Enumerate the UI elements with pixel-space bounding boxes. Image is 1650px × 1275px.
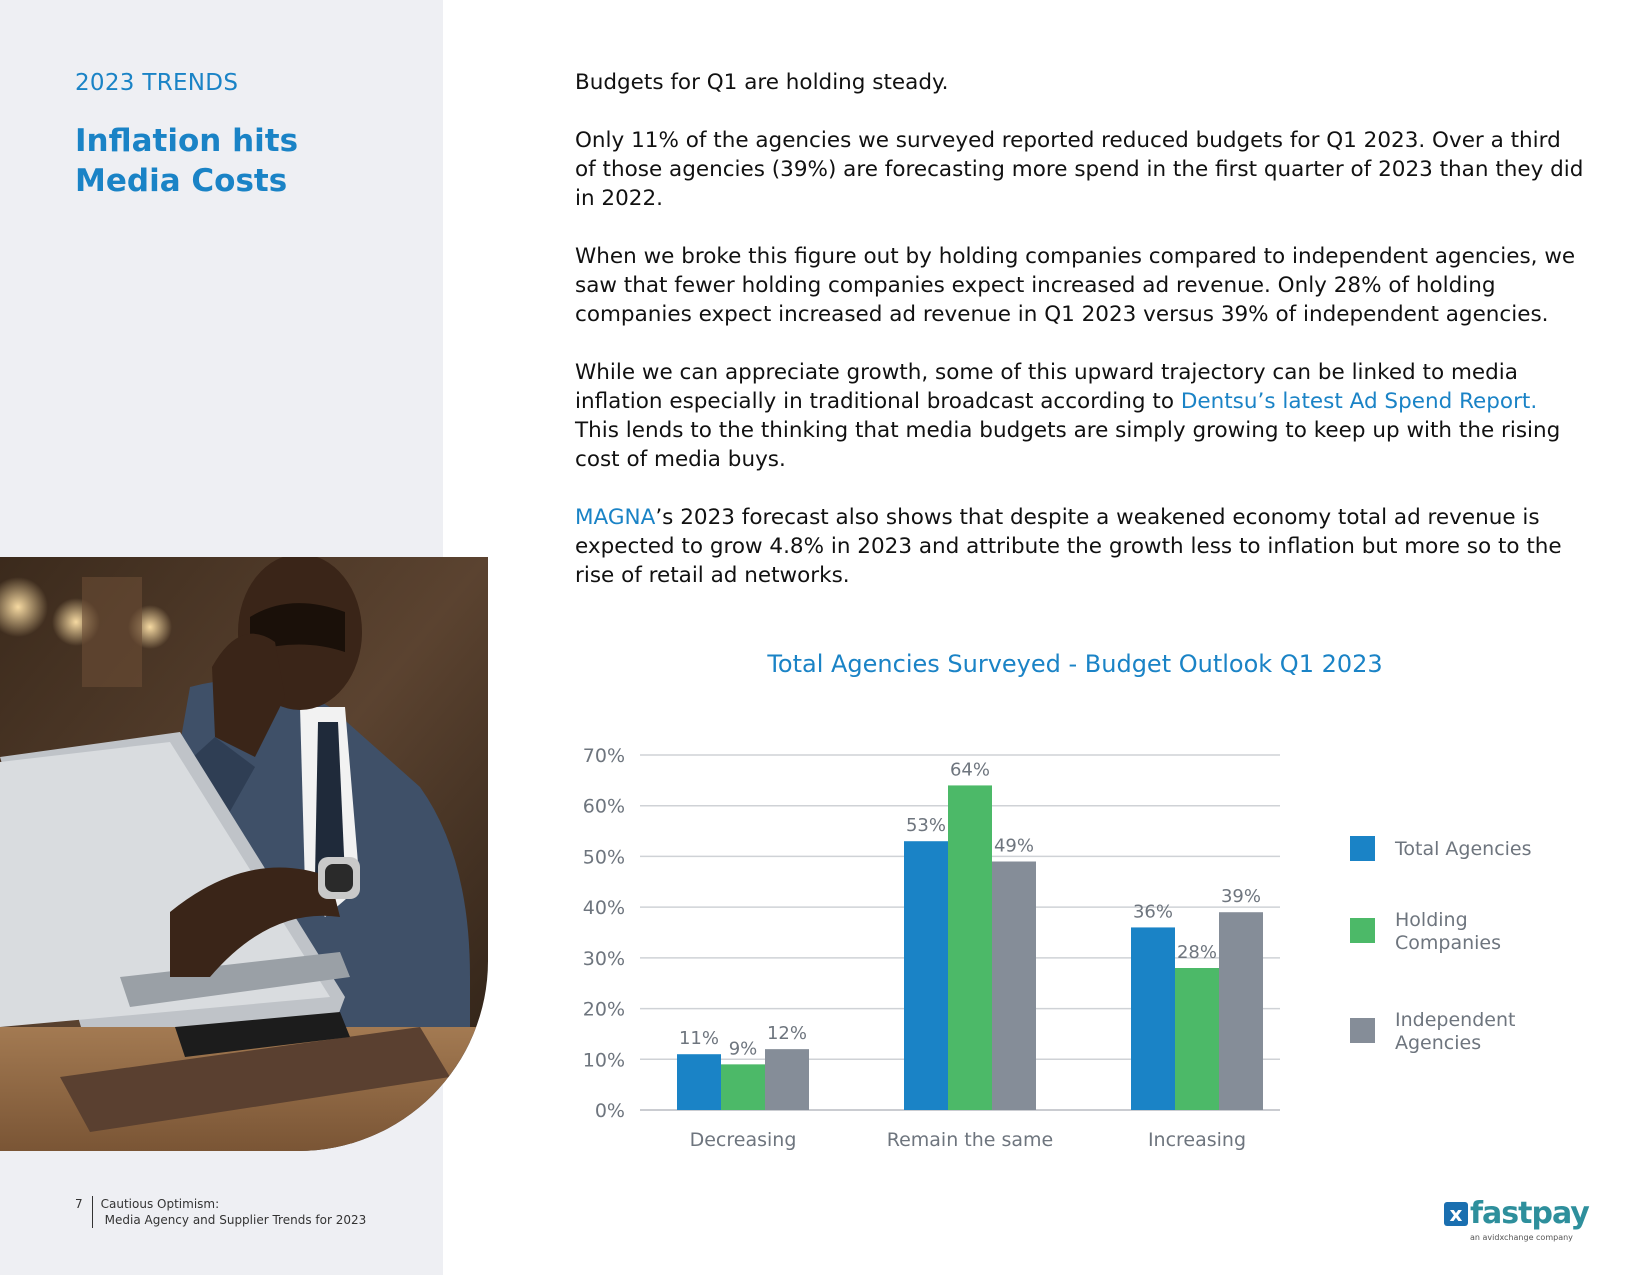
data-label: 36% <box>1133 901 1173 922</box>
bar <box>1219 912 1263 1110</box>
legend-label: Total Agencies <box>1394 838 1532 860</box>
body-text: Budgets for Q1 are holding steady. Only … <box>575 68 1585 619</box>
y-tick-label: 40% <box>583 897 625 919</box>
legend-label: Holding <box>1395 909 1468 931</box>
data-label: 64% <box>950 759 990 780</box>
legend-swatch <box>1350 836 1375 861</box>
y-tick-label: 30% <box>583 948 625 970</box>
bar <box>1131 927 1175 1110</box>
page-number: 7 <box>75 1197 83 1211</box>
fastpay-logo: x fastpay <box>1444 1196 1590 1231</box>
footer-line-1: Cautious Optimism: <box>100 1197 220 1211</box>
paragraph-2: Only 11% of the agencies we surveyed rep… <box>575 128 1584 211</box>
y-tick-label: 50% <box>583 846 625 868</box>
footer-line-2: Media Agency and Supplier Trends for 202… <box>104 1213 367 1227</box>
bar <box>677 1054 721 1110</box>
paragraph-1: Budgets for Q1 are holding steady. <box>575 70 949 95</box>
brand-name: fastpay <box>1470 1196 1590 1231</box>
legend-label: Agencies <box>1395 1032 1481 1054</box>
bar <box>948 785 992 1110</box>
data-label: 49% <box>994 836 1034 857</box>
data-label: 11% <box>679 1028 719 1049</box>
page-title: Inflation hits Media Costs <box>75 121 405 201</box>
section-label: 2023 TRENDS <box>75 70 239 96</box>
paragraph-4-text-b: This lends to the thinking that media bu… <box>575 418 1561 472</box>
magna-link[interactable]: MAGNA <box>575 505 656 530</box>
data-label: 9% <box>729 1038 758 1059</box>
bar <box>904 841 948 1110</box>
bar <box>765 1049 809 1110</box>
paragraph-4-text-a: While we can appreciate growth, some of … <box>575 360 1518 414</box>
data-label: 53% <box>906 815 946 836</box>
y-tick-label: 0% <box>595 1100 625 1122</box>
bar <box>721 1064 765 1110</box>
y-tick-label: 70% <box>583 745 625 767</box>
bar <box>992 861 1036 1110</box>
data-label: 12% <box>767 1023 807 1044</box>
bar <box>1175 968 1219 1110</box>
paragraph-5-text: ’s 2023 forecast also shows that despite… <box>575 505 1562 588</box>
data-label: 39% <box>1221 886 1261 907</box>
legend-label: Independent <box>1395 1009 1515 1031</box>
footer-text: Cautious Optimism: Media Agency and Supp… <box>91 1196 367 1228</box>
chart-title: Total Agencies Surveyed - Budget Outlook… <box>767 650 1383 678</box>
legend-swatch <box>1350 918 1375 943</box>
legend-swatch <box>1350 1018 1375 1043</box>
paragraph-5: MAGNA’s 2023 forecast also shows that de… <box>575 503 1585 590</box>
y-tick-label: 20% <box>583 999 625 1021</box>
y-tick-label: 10% <box>583 1049 625 1071</box>
page-footer: 7 Cautious Optimism: Media Agency and Su… <box>75 1196 366 1228</box>
paragraph-3: When we broke this figure out by holding… <box>575 244 1576 327</box>
y-tick-label: 60% <box>583 796 625 818</box>
x-tick-label: Decreasing <box>690 1129 797 1151</box>
dentsu-report-link[interactable]: Dentsu’s latest Ad Spend Report. <box>1180 389 1538 414</box>
paragraph-4: While we can appreciate growth, some of … <box>575 358 1585 474</box>
page-title-line-1: Inflation hits <box>75 123 299 159</box>
fastpay-mark-icon: x <box>1444 1202 1468 1226</box>
data-label: 28% <box>1177 942 1217 963</box>
x-tick-label: Increasing <box>1148 1129 1246 1151</box>
brand-tagline: an avidxchange company <box>1470 1233 1573 1242</box>
page-title-line-2: Media Costs <box>75 163 288 199</box>
x-tick-label: Remain the same <box>887 1129 1054 1151</box>
legend-label: Companies <box>1395 932 1501 954</box>
